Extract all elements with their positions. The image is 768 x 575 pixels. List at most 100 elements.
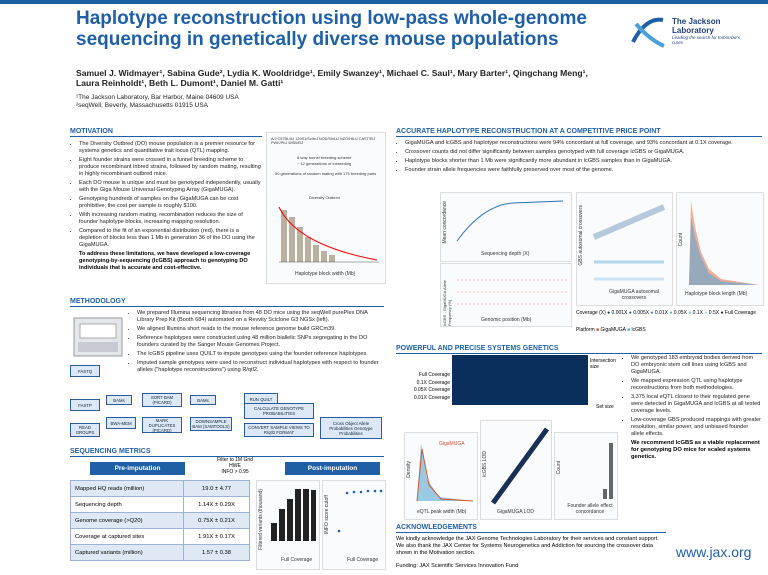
section-heading: ACCURATE HAPLOTYPE RECONSTRUCTION AT A C… [396,128,762,137]
table-cell: 19.0 ± 4.77 [183,480,250,497]
table-cell: 0.75X ± 0.21X [183,512,250,529]
section-heading: POWERFUL AND PRECISE SYSTEMS GENETICS [396,345,762,354]
flow-node: BAMs [190,395,216,405]
motivation-text: The Diversity Outbred (DO) mouse populat… [70,141,262,272]
axis-label: GBS autosomal crossovers [578,205,584,266]
filter-text: Filter to 1M Grid HWE INFO > 0.95 [195,457,275,475]
flow-node-label: BAMs [190,395,216,405]
table-cell: 1.57 ± 0.38 [183,544,250,561]
flow-node: SORT BAM (PICARD) [142,393,182,407]
table-cell: Mapped HQ reads (million) [69,480,185,497]
flow-node: FASTQ [70,365,100,377]
methodology-text: We prepared Illumina sequencing librarie… [128,310,384,376]
flow-node-label: CONVERT SAMPLE VIEWS TO R/qtl2 FORMAT [244,423,314,437]
bold-text: We recommend lcGBS as a viable replaceme… [631,439,760,461]
filter-step: HWE [229,463,241,469]
table-row: Mapped HQ reads (million) 19.0 ± 4.77 [69,480,250,497]
table-row: Sequencing depth 1.14X ± 0.29X [69,496,250,513]
bullet: The Diversity Outbred (DO) mouse populat… [79,141,262,155]
logo-line: The Jackson [672,17,721,26]
legend-text: 0.5X [708,310,720,316]
density-sketch [416,443,474,502]
bullet: Crossover counts did not differ signific… [405,149,762,156]
filter-step: Filter to 1M Grid [217,457,253,463]
flow-node-label: FASTQ [70,365,100,377]
set-label: 0.01X Coverage [413,394,450,401]
bullet: We genotyped 183 embryoid bodies derived… [631,355,762,376]
bullet: Genotyping hundreds of samples on the Gi… [79,196,262,210]
bullet: We aligned Illumina short reads to the m… [137,326,384,333]
logo-text: The Jackson Laboratory Leading the search … [672,17,742,45]
axis-label: Haplotype block length (Mb) [685,291,748,297]
legend-swatch: ● [667,310,674,316]
lod-sketch [491,427,549,505]
fig-text: Diversity Outbred [309,195,340,200]
crossover-plot: GBS autosomal crossovers GigaMUGA autoso… [576,192,673,306]
hist-sketch [689,201,759,285]
set-labels: Full Coverage 0.1X Coverage 0.05X Coverage… [404,372,450,402]
stage-label: Pre-imputation [90,462,185,475]
set-label: Full Coverage [418,372,450,378]
legend-text: GigaMUGA [439,441,465,447]
section-heading: ACKNOWLEDGEMENTS [396,524,666,533]
flow-node: READ GROUPS [70,423,100,437]
bullet: The lcGBS pipeline uses QUILT to impute … [137,351,384,358]
top-band [0,0,768,4]
table-cell: Sequencing depth [69,496,185,513]
section-heading: SEQUENCING METRICS [70,448,384,457]
legend-text: lcGBS [631,327,646,333]
platform-legend: Platform ■ GigaMUGA ■ lcGBS [576,327,646,333]
url: www.jax.org [676,544,752,560]
effect-plot: Count Founder allele effect concordance [554,432,618,520]
bullet: Haplotype blocks shorter than 1 Mb were … [405,158,762,165]
legend-swatch: ● [649,310,655,316]
upset-matrix [452,355,588,405]
fig-text: 8-way funnel breeding scheme [297,155,352,160]
fig-text: A/J C57BL/6J 129S1/SvImJ NOD/ShiLtJ NZO/… [271,137,376,145]
legend-text: Full Coverage [724,310,757,316]
bullet: Founder strain allele frequencies were f… [405,167,762,174]
histogram-sketch [278,206,379,263]
bullet: 3,375 local eQTL closest to their regula… [631,394,762,415]
allele-frequency-plot: lcGBS - GigaMUGA Allele Frequency (%) Ge… [440,263,572,327]
legend-swatch: ● [719,310,725,316]
axis-label: Count [556,461,562,475]
flow-node-label: FASTP [70,399,100,411]
legend-title: Platform [576,327,595,333]
bullet: Reference haplotypes were constructed us… [137,335,384,349]
fig-text: ~ 12 generations of inbreeding [297,161,352,166]
flow-node-label: CALCULATE GENOTYPE PROBABILITIES [244,403,314,419]
flow-node: Cross Object Allele Probabilities Genoty… [320,417,382,439]
legend-swatch: ■ [625,327,632,333]
legend-swatch: ● [605,310,612,316]
axis-label: GigaMUGA LOD [497,509,534,515]
effect-sketch [603,443,613,499]
legend-swatch: ● [702,310,709,316]
axis-label: lcGBS LOD [482,451,488,477]
axis-label: eQTL peak width (Mb) [417,509,467,515]
fig-text: 50 generations of random mating with 175… [275,171,377,176]
axis-label: Sequencing depth (X) [481,251,530,257]
flow-node: CONVERT SAMPLE VIEWS TO R/qtl2 FORMAT [244,423,314,437]
flow-node-label: SORT BAM (PICARD) [142,393,182,407]
affiliation: ²seqWell, Beverly, Massachusetts 01915 U… [76,102,208,110]
grid-sketch [457,279,567,305]
bullet: Eight founder strains were crossed in a … [79,157,262,178]
affiliation: ¹The Jackson Laboratory, Bar Harbor, Mai… [76,94,239,101]
axis-label: Genomic position (Mb) [481,317,532,323]
legend-swatch: ● [627,310,634,316]
legend-text: 0.01X [654,310,668,316]
filter-step: INFO > 0.95 [221,469,249,475]
lod-plot: lcGBS LOD GigaMUGA LOD [480,420,552,520]
table-cell: Coverage at captured sites [69,528,185,545]
scatter-sketch [592,204,666,281]
coverage-legend: Coverage (X) ● 0.001X ● 0.005X ● 0.01X ●… [576,310,766,316]
section-heading: MOTIVATION [70,128,262,137]
flow-node-label: READ GROUPS [70,423,100,437]
funding: Funding: JAX Scientific Services Innovat… [396,563,519,569]
flow-node-label: BAMs [106,395,132,405]
flow-node: MARK DUPLICATES (PICARD) [142,417,182,433]
axis-label: GigaMUGA autosomal crossovers [609,289,659,301]
axis-label: INFO score cutoff [324,495,330,535]
bullet: We mapped expression QTL using haplotype… [631,378,762,392]
